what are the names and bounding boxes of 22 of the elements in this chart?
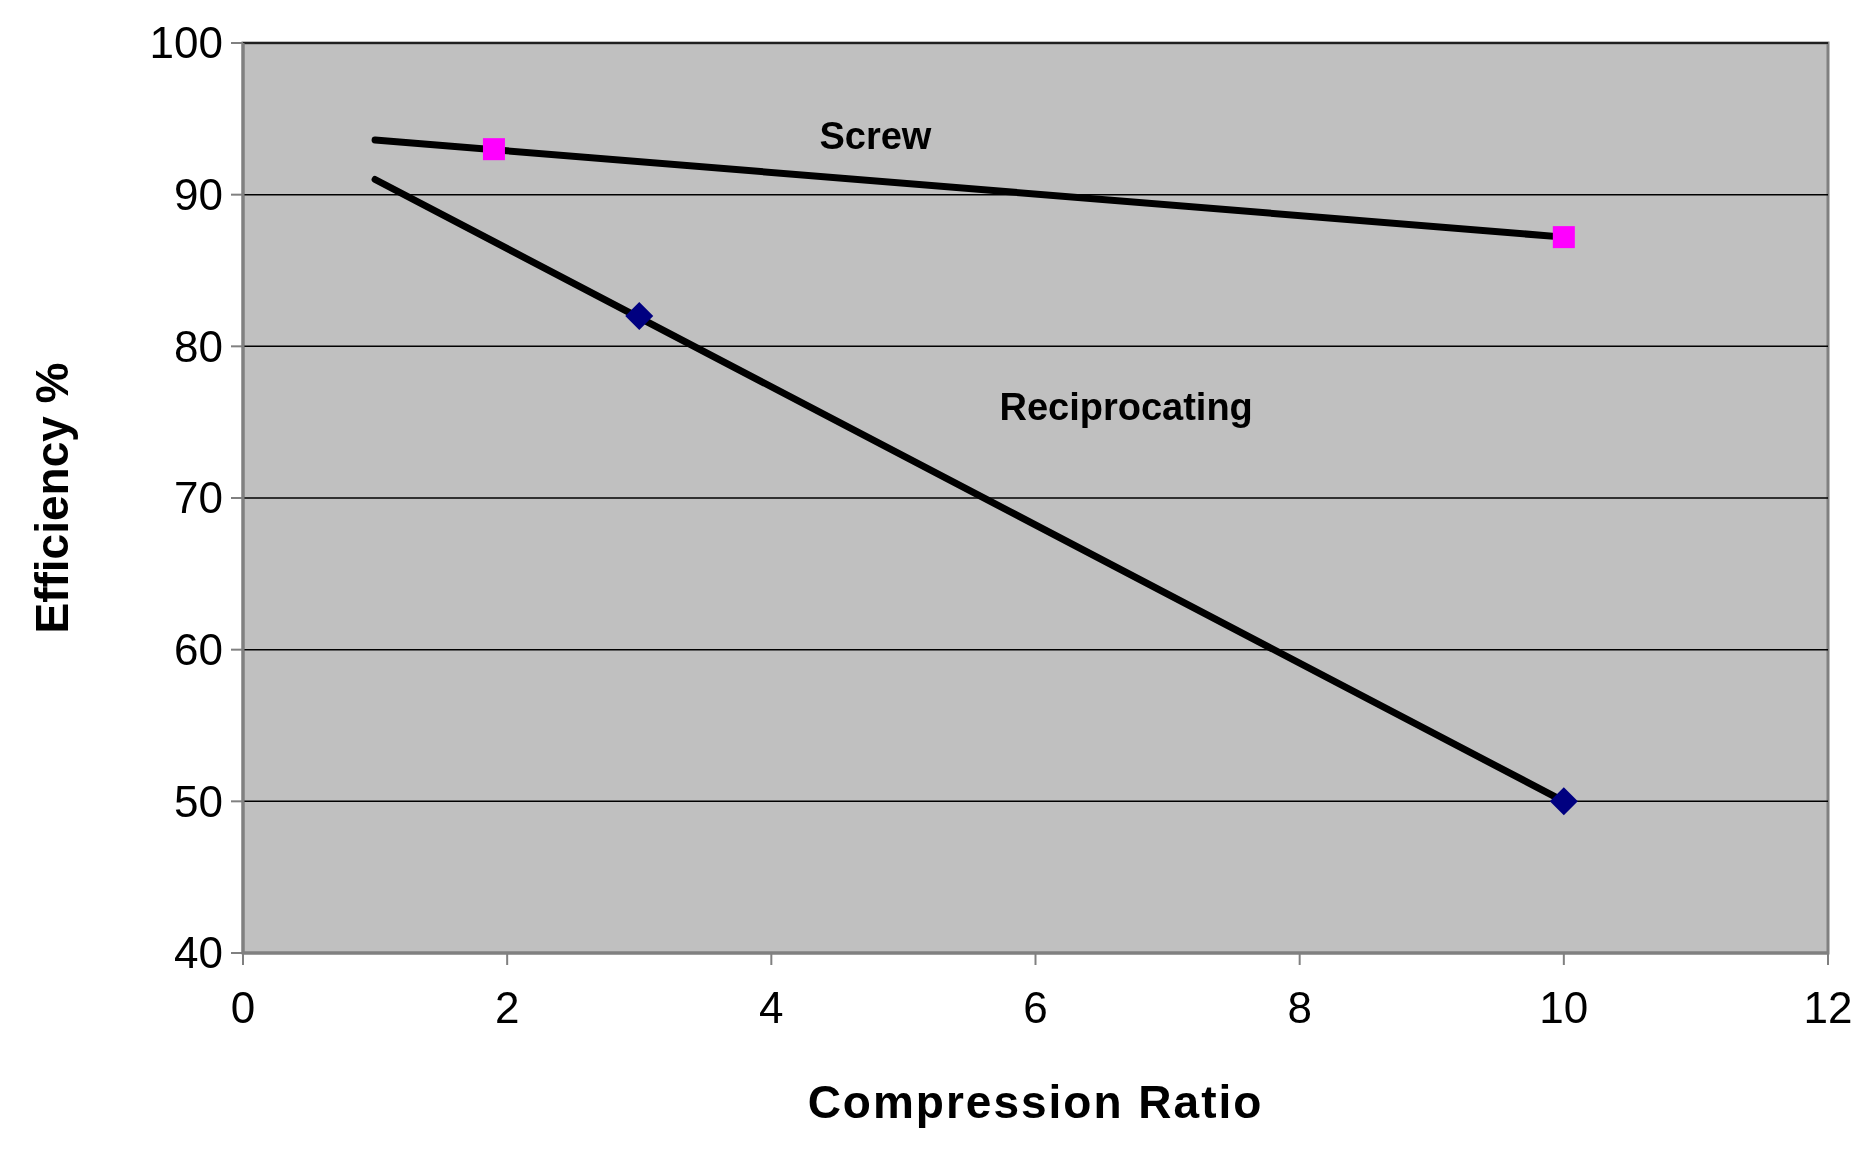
x-tick-label: 4 xyxy=(759,983,784,1032)
point xyxy=(1549,787,1578,816)
x-tick-label: 0 xyxy=(230,983,256,1032)
y-tick-label: 70 xyxy=(174,473,223,523)
point xyxy=(1552,226,1575,249)
x-tick-label: 12 xyxy=(1803,983,1853,1032)
y-tick-label: 40 xyxy=(174,928,223,978)
series-label: Screw xyxy=(819,114,932,157)
point xyxy=(625,302,654,330)
x-tick-label: 2 xyxy=(494,983,520,1032)
y-tick-label: 90 xyxy=(174,170,223,220)
y-tick-label: 60 xyxy=(174,625,223,675)
y-tick-label: 50 xyxy=(174,776,223,826)
x-tick-label: 8 xyxy=(1287,983,1312,1032)
series-label: Reciprocating xyxy=(999,386,1253,429)
x-tick-label: 10 xyxy=(1539,983,1589,1032)
y-tick-label: 80 xyxy=(174,321,223,371)
x-axis-title: Compression Ratio xyxy=(807,1076,1264,1128)
point xyxy=(482,138,505,161)
x-tick-label: 6 xyxy=(1023,983,1048,1032)
y-tick-label: 100 xyxy=(149,18,223,68)
y-axis-title: Efficiency % xyxy=(26,362,78,634)
